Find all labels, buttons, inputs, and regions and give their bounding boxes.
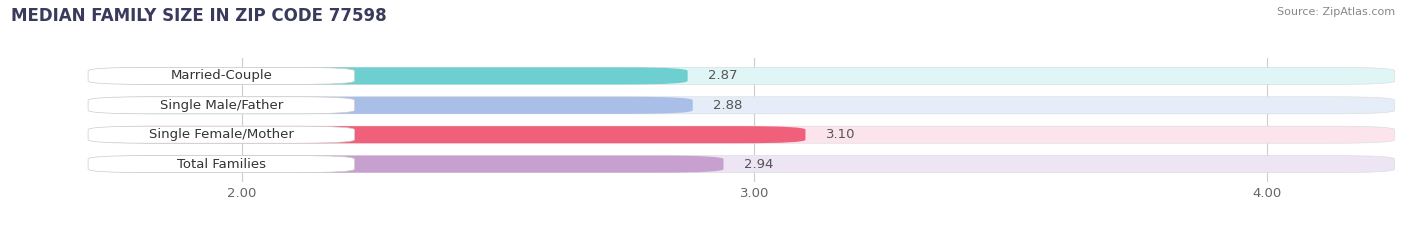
Text: 2.88: 2.88 — [713, 99, 742, 112]
FancyBboxPatch shape — [98, 156, 1395, 173]
FancyBboxPatch shape — [89, 156, 354, 173]
FancyBboxPatch shape — [89, 126, 354, 143]
Text: Married-Couple: Married-Couple — [170, 69, 273, 82]
Text: 3.10: 3.10 — [825, 128, 855, 141]
FancyBboxPatch shape — [98, 97, 1395, 114]
Text: Total Families: Total Families — [177, 158, 266, 171]
FancyBboxPatch shape — [89, 67, 354, 84]
FancyBboxPatch shape — [98, 67, 688, 84]
Text: 2.87: 2.87 — [709, 69, 738, 82]
Text: Single Female/Mother: Single Female/Mother — [149, 128, 294, 141]
Text: 2.94: 2.94 — [744, 158, 773, 171]
Text: MEDIAN FAMILY SIZE IN ZIP CODE 77598: MEDIAN FAMILY SIZE IN ZIP CODE 77598 — [11, 7, 387, 25]
Text: Single Male/Father: Single Male/Father — [160, 99, 283, 112]
FancyBboxPatch shape — [98, 97, 693, 114]
FancyBboxPatch shape — [89, 97, 354, 114]
FancyBboxPatch shape — [98, 126, 1395, 143]
Text: Source: ZipAtlas.com: Source: ZipAtlas.com — [1277, 7, 1395, 17]
FancyBboxPatch shape — [98, 67, 1395, 84]
FancyBboxPatch shape — [98, 126, 806, 143]
FancyBboxPatch shape — [98, 156, 724, 173]
